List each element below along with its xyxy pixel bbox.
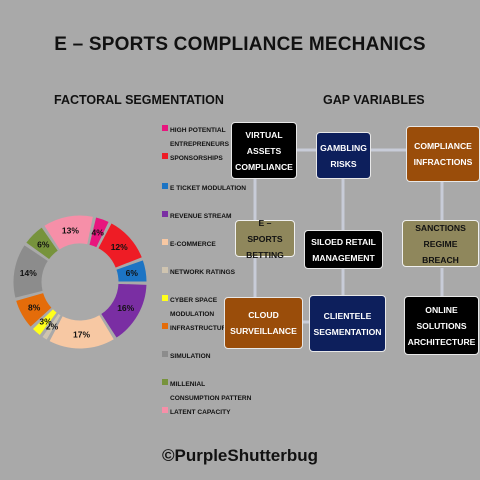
legend-label: Sponsorships	[170, 155, 223, 162]
donut-slice	[48, 313, 116, 350]
virtual-assets-compliance-box: VIRTUAL ASSETS COMPLIANCE	[231, 122, 297, 179]
slice-label: 4%	[92, 228, 105, 238]
slice-label: 17%	[73, 330, 90, 340]
chart-legend: High Potential Entrepreneurs Sponsorship…	[160, 0, 251, 480]
slice-label: 13%	[62, 225, 79, 235]
legend-swatch	[162, 379, 168, 385]
legend-swatch	[162, 183, 168, 189]
copyright-footer: ©PurpleShutterbug	[161, 446, 319, 465]
gap-variables-heading: GAP VARIABLES	[323, 93, 425, 107]
legend-swatch	[162, 323, 168, 329]
slice-label: 16%	[117, 303, 134, 313]
donut-slice	[12, 243, 50, 299]
legend-label: Network Ratings	[170, 269, 236, 276]
donut-slice	[25, 226, 60, 261]
legend-label: E Ticket Modulation	[170, 185, 247, 192]
legend-label: Revenue Stream	[170, 213, 232, 220]
siloed-retail-management-box: SILOED RETAIL MANAGEMENT	[304, 230, 383, 269]
esports-betting-box: E – SPORTS BETTING	[235, 218, 295, 260]
legend-label: High Potential Entrepreneurs	[170, 127, 229, 148]
legend-swatch	[162, 239, 168, 245]
legend-swatch	[162, 211, 168, 217]
legend-label: Cyber Space Modulation	[170, 297, 218, 318]
legend-swatch	[162, 125, 168, 131]
donut-slice	[97, 222, 144, 269]
donut-slice	[115, 259, 148, 283]
legend-swatch	[162, 407, 168, 413]
donut-chart: 4% 12% 6% 16% 17% 2%3% 8% 14% 6% 13%	[12, 214, 148, 350]
donut-slice	[31, 307, 58, 337]
legend-label: Infrastructure	[170, 325, 231, 332]
legend-swatch	[162, 295, 168, 301]
gambling-risks-box: GAMBLING RISKS	[316, 132, 371, 179]
cloud-surveillance-box: CLOUD SURVEILLANCE	[224, 297, 303, 349]
slice-label: 14%	[20, 268, 37, 278]
legend-label: E-Commerce	[170, 241, 216, 248]
legend-swatch	[162, 351, 168, 357]
slice-label: 6%	[37, 240, 50, 250]
sanctions-regime-breach-box: SANCTIONS REGIME BREACH	[402, 220, 479, 267]
slice-label: 2%	[46, 321, 59, 331]
legend-label: Millenial Consumption Pattern	[170, 381, 252, 402]
legend-swatch	[162, 153, 168, 159]
online-solutions-architecture-box: ONLINE SOLUTIONS ARCHITECTURE	[404, 296, 479, 355]
clientele-segmentation-box: CLIENTELE SEGMENTATION	[309, 295, 386, 352]
slice-label: 6%	[126, 268, 139, 278]
slice-label: 12%	[111, 242, 128, 252]
slice-label: 3%	[39, 317, 52, 327]
factoral-segmentation-heading: FACTORAL SEGMENTATION	[54, 93, 224, 107]
page-title: E – SPORTS COMPLIANCE MECHANICS	[54, 34, 426, 55]
slice-label: 8%	[28, 303, 41, 313]
donut-slice	[14, 291, 53, 328]
legend-label: Simulation	[170, 353, 211, 360]
donut-slice	[41, 312, 62, 341]
donut-slice	[88, 216, 110, 249]
donut-slice	[43, 214, 95, 251]
legend-label: Latent Capacity	[170, 409, 231, 416]
donut-slice	[99, 282, 148, 339]
legend-swatch	[162, 267, 168, 273]
compliance-infractions-box: COMPLIANCE INFRACTIONS	[406, 126, 480, 182]
